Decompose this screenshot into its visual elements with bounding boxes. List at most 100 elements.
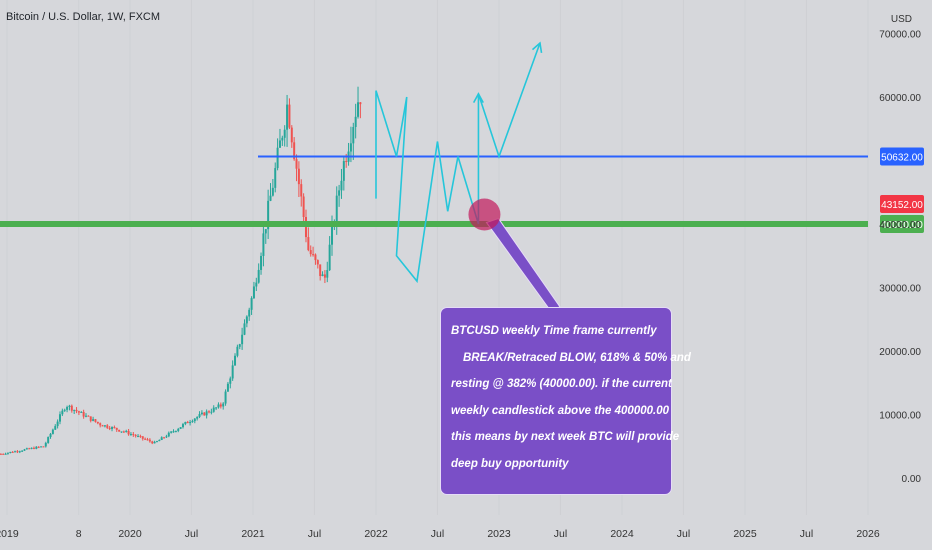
- candle-body: [219, 404, 222, 407]
- candle-body: [231, 365, 234, 379]
- candle-body: [238, 344, 241, 347]
- candle-body: [189, 421, 192, 424]
- candle-body: [210, 411, 213, 413]
- candle-body: [208, 411, 211, 413]
- candle-body: [118, 429, 121, 432]
- candle-body: [281, 137, 284, 141]
- candle-body: [106, 425, 109, 428]
- candle-body: [134, 435, 137, 437]
- candle-body: [234, 355, 237, 366]
- candle-body: [177, 428, 180, 431]
- x-tick-label: 2022: [364, 528, 388, 540]
- candle-body: [58, 414, 61, 422]
- candle-body: [314, 254, 317, 261]
- candle-body: [16, 451, 19, 453]
- candle-body: [352, 127, 355, 144]
- candle-body: [340, 180, 343, 191]
- y-tick-label: 40000.00: [879, 220, 921, 231]
- candle-body: [87, 415, 90, 417]
- candle-body: [132, 434, 135, 436]
- x-tick-label: 2020: [118, 528, 142, 540]
- last-price-bg: [880, 194, 924, 213]
- candle-body: [354, 116, 357, 128]
- candle-body: [47, 437, 50, 443]
- candle-body: [196, 416, 199, 419]
- candle-body: [174, 430, 177, 432]
- x-tick-label: 2025: [733, 528, 757, 540]
- candle-body: [120, 431, 123, 433]
- candle-body: [14, 451, 17, 453]
- candle-body: [111, 427, 114, 429]
- candle-body: [80, 411, 83, 413]
- candle-body: [304, 216, 307, 238]
- annotation-line: resting @ 382% (40000.00). if the curren…: [451, 378, 672, 390]
- candle-body: [345, 161, 348, 163]
- candle-body: [101, 425, 104, 427]
- candle-body: [165, 436, 168, 438]
- candle-body: [129, 434, 132, 436]
- candle-body: [326, 270, 329, 278]
- candle-body: [271, 187, 274, 196]
- candle-body: [193, 418, 196, 422]
- candle-body: [205, 411, 208, 416]
- candle-body: [37, 446, 40, 448]
- candle-body: [148, 439, 151, 442]
- candle-body: [184, 421, 187, 425]
- annotation-line: deep buy opportunity: [451, 457, 569, 470]
- candle-body: [357, 102, 360, 117]
- candle-body: [141, 436, 144, 439]
- candle-body: [248, 309, 251, 317]
- y-tick-label: 60000.00: [879, 93, 921, 104]
- candle-body: [108, 427, 111, 429]
- highlight-circle: [468, 198, 501, 231]
- candle-body: [11, 451, 14, 453]
- candle-body: [170, 431, 173, 433]
- candle-body: [290, 127, 293, 143]
- candle-body: [40, 446, 43, 448]
- x-tick-label: 2021: [241, 528, 265, 540]
- candle-body: [115, 427, 118, 430]
- candle-body: [257, 269, 260, 283]
- candle-body: [283, 129, 286, 138]
- candle-body: [68, 405, 71, 408]
- candle-body: [144, 438, 147, 440]
- candle-body: [44, 442, 47, 447]
- candle-body: [49, 433, 52, 438]
- x-tick-label: 8: [76, 528, 82, 540]
- candle-body: [42, 446, 45, 448]
- candle-body: [264, 229, 267, 234]
- candle-body: [160, 437, 163, 440]
- candle-body: [0, 453, 2, 455]
- candle-body: [23, 449, 26, 451]
- candle-body: [349, 143, 352, 152]
- candle-body: [236, 346, 239, 356]
- candle-body: [309, 250, 312, 255]
- candle-body: [139, 435, 142, 437]
- candle-body: [66, 407, 69, 410]
- x-tick-label: Jul: [800, 528, 813, 540]
- annotation-box[interactable]: BTCUSD weekly Time frame currently BREAK/…: [440, 307, 691, 495]
- candle-body: [21, 450, 24, 452]
- candle-body: [146, 439, 149, 441]
- candle-body: [262, 233, 265, 256]
- candle-body: [158, 439, 161, 442]
- candle-body: [96, 421, 99, 424]
- candle-body: [198, 414, 201, 417]
- candle-body: [181, 424, 184, 428]
- candle-body: [191, 421, 194, 423]
- annotation-line: BREAK/Retraced BLOW, 618% & 50% and: [463, 351, 691, 364]
- candle-body: [293, 142, 296, 160]
- x-tick-label: 2026: [856, 528, 880, 540]
- x-tick-label: Jul: [308, 528, 321, 540]
- candle-body: [200, 412, 203, 415]
- candle-body: [319, 264, 322, 276]
- level-label-bg: [880, 215, 924, 233]
- time-axis: 2019 8 2020 Jul 2021 Jul 2022 Jul 2023 Jul 2024 Jul…: [0, 528, 880, 540]
- candle-body: [288, 104, 291, 128]
- candle-body: [224, 391, 227, 404]
- y-tick-label: 70000.00: [879, 30, 921, 41]
- candle-body: [51, 429, 54, 434]
- candle-body: [77, 411, 80, 413]
- candle-body: [229, 378, 232, 384]
